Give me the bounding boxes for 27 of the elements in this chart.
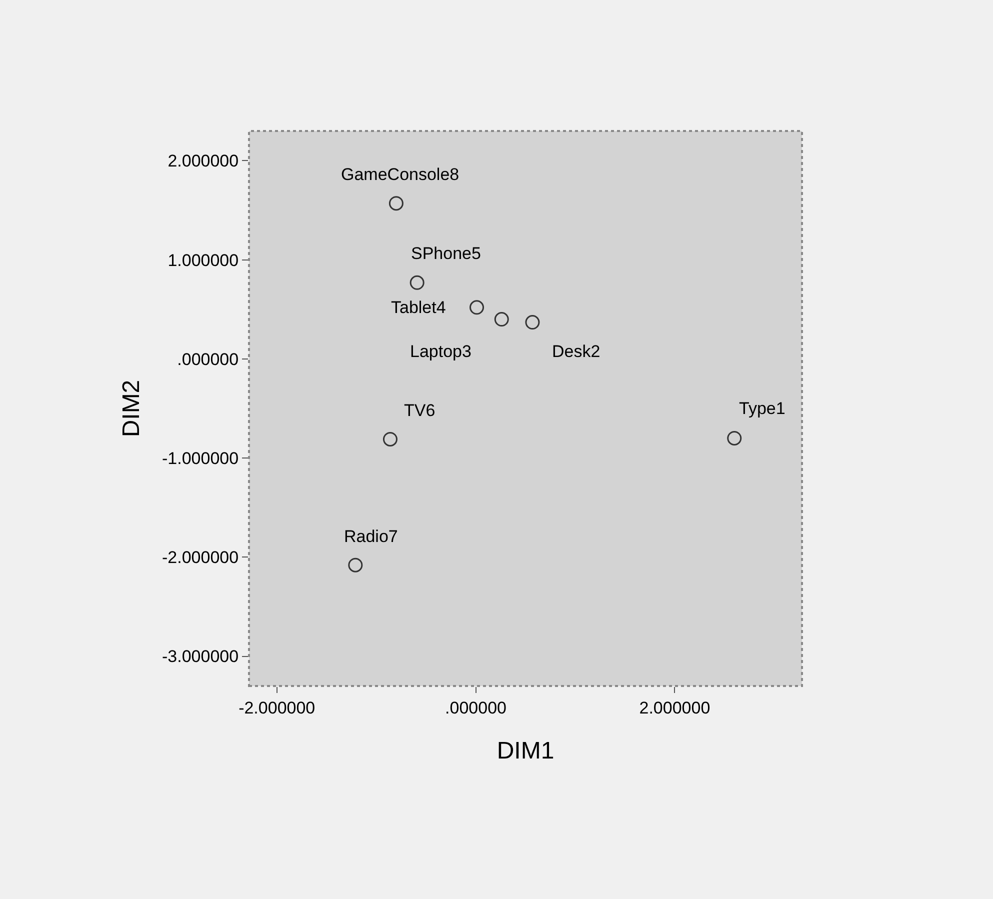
point xyxy=(382,432,398,446)
annotation: SPhone5 xyxy=(411,244,481,263)
y-axis-title: DIM2 xyxy=(118,380,146,438)
point xyxy=(525,315,540,330)
y-tick-label: -1.000000 xyxy=(162,449,239,468)
point xyxy=(727,430,742,446)
y-tick-label: 1.000000 xyxy=(168,250,239,270)
annotation: Radio7 xyxy=(344,527,398,546)
x-tick-label: .000000 xyxy=(445,698,506,718)
annotation: TV6 xyxy=(404,401,436,420)
annotation: Tablet4 xyxy=(391,298,446,317)
annotation: GameConsole8 xyxy=(341,165,460,184)
y-tick-label: .000000 xyxy=(177,350,239,369)
point xyxy=(410,275,424,290)
annotation: Desk2 xyxy=(552,342,600,361)
annotation: Type1 xyxy=(739,399,786,418)
point xyxy=(494,312,509,327)
x-tick-label: -2.000000 xyxy=(238,698,316,718)
point xyxy=(388,196,404,211)
y-tick-label: -2.000000 xyxy=(162,548,239,568)
x-tick-label: 2.000000 xyxy=(639,698,710,718)
y-tick-label: -3.000000 xyxy=(162,647,239,666)
point xyxy=(348,558,363,572)
annotation: Laptop3 xyxy=(410,342,472,361)
point xyxy=(470,300,484,315)
x-axis-title: DIM1 xyxy=(496,738,554,765)
y-tick-label: 2.000000 xyxy=(168,152,239,171)
